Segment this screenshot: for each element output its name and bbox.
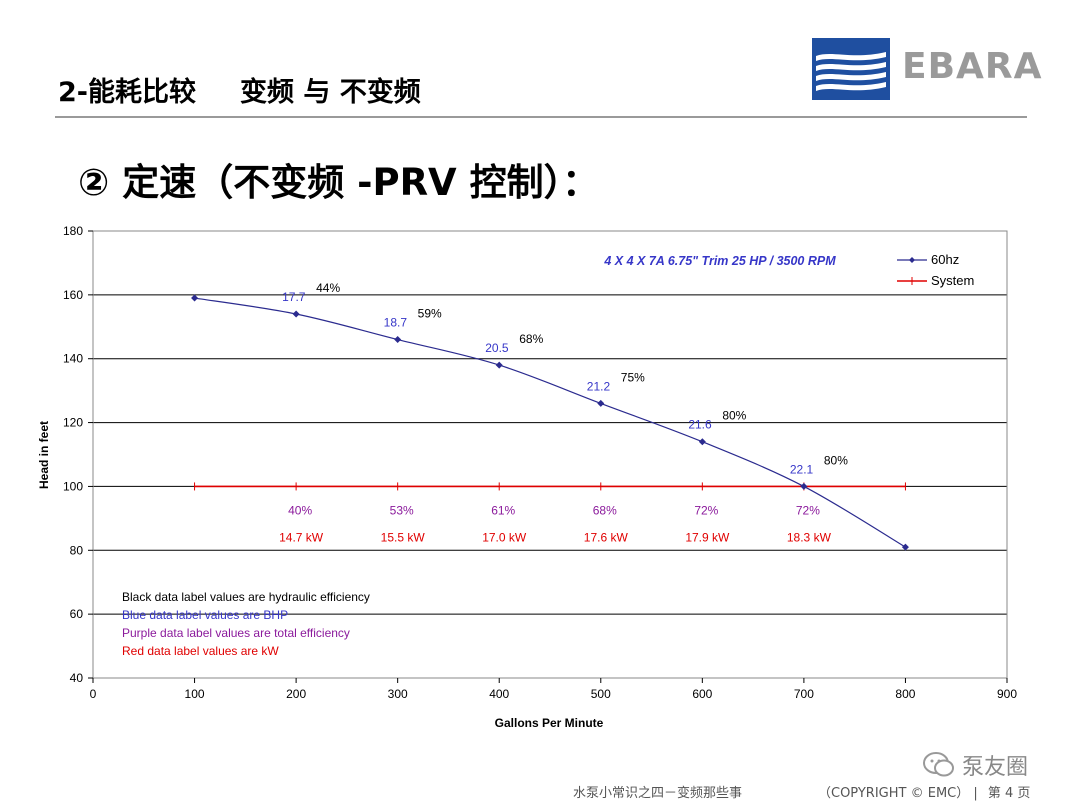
data-labels: 17.7 18.7 20.5 21.2 21.6 22.1 44% 59% 68% 75% 80% 8… (279, 281, 848, 544)
axis-ticks: 40 60 80 100 120 140 160 180 0 100 200 300 400 500 600… (63, 224, 1017, 701)
hydraulic-efficiency-label: 80% (722, 409, 746, 423)
note-kw: Red data label values are kW (122, 644, 279, 658)
footer-course-title: 水泵小常识之四－变频那些事 (573, 786, 743, 801)
section-label: 2-能耗比较 (58, 77, 196, 108)
watermark-text: 泵友圈 (962, 755, 1029, 780)
legend-label-60hz: 60hz (931, 252, 959, 267)
bhp-label: 21.6 (688, 418, 712, 432)
total-efficiency-label: 61% (491, 503, 515, 517)
total-efficiency-label: 40% (288, 503, 312, 517)
hydraulic-efficiency-label: 68% (519, 332, 543, 346)
note-hydraulic-efficiency: Black data label values are hydraulic ef… (122, 590, 370, 604)
y-axis-label: Head in feet (37, 421, 51, 489)
x-tick-label: 600 (692, 687, 712, 701)
y-tick-label: 120 (63, 416, 83, 430)
hydraulic-efficiency-label: 75% (621, 370, 645, 384)
x-axis-label: Gallons Per Minute (495, 716, 604, 730)
footer-info: （COPYRIGHT © EMC） | 第 4 页 (818, 786, 1031, 801)
legend-label-system: System (931, 273, 974, 288)
watermark: 泵友圈 (922, 748, 1028, 782)
legend: 60hz System (897, 252, 974, 288)
section-title: 2-能耗比较 变频 与 不变频 (58, 70, 421, 109)
data-point-60hz (698, 438, 706, 446)
y-tick-label: 40 (70, 671, 84, 685)
hydraulic-efficiency-label: 44% (316, 281, 340, 295)
total-efficiency-label: 53% (390, 503, 414, 517)
y-tick-label: 80 (70, 543, 84, 557)
footer-copyright: （COPYRIGHT © EMC） (818, 786, 970, 801)
data-point-60hz (597, 399, 605, 407)
total-efficiency-label: 72% (694, 503, 718, 517)
kw-label: 14.7 kW (279, 530, 324, 544)
hydraulic-efficiency-label: 59% (418, 307, 442, 321)
y-tick-label: 160 (63, 288, 83, 302)
bhp-label: 20.5 (485, 341, 509, 355)
y-tick-label: 180 (63, 224, 83, 238)
chart-title: 4 X 4 X 7A 6.75" Trim 25 HP / 3500 RPM (603, 254, 836, 268)
note-bhp: Blue data label values are BHP (122, 608, 289, 622)
ebara-logo: EBARA (812, 38, 1041, 100)
hydraulic-efficiency-label: 80% (824, 453, 848, 467)
x-tick-label: 0 (90, 687, 97, 701)
y-tick-label: 60 (70, 607, 84, 621)
kw-label: 18.3 kW (787, 530, 832, 544)
bhp-label: 21.2 (587, 379, 611, 393)
grid (93, 294, 1007, 615)
data-point-60hz (901, 543, 909, 551)
header-divider (55, 116, 1027, 118)
kw-label: 17.6 kW (584, 530, 629, 544)
total-efficiency-label: 68% (593, 503, 617, 517)
plot-area-frame (92, 230, 1008, 679)
ebara-logo-text: EBARA (902, 46, 1043, 87)
wechat-icon (923, 752, 954, 777)
series-line-60hz (194, 297, 906, 548)
data-point-60hz (191, 294, 199, 302)
kw-label: 17.9 kW (685, 530, 730, 544)
data-point-60hz (495, 361, 503, 369)
data-point-60hz (800, 482, 808, 490)
bhp-label: 22.1 (790, 462, 814, 476)
total-efficiency-label: 72% (796, 503, 820, 517)
x-tick-label: 800 (895, 687, 915, 701)
data-point-60hz (394, 336, 402, 344)
x-tick-label: 300 (388, 687, 408, 701)
y-tick-label: 100 (63, 479, 83, 493)
y-tick-label: 140 (63, 352, 83, 366)
x-tick-label: 700 (794, 687, 814, 701)
kw-label: 17.0 kW (482, 530, 527, 544)
bhp-label: 18.7 (384, 316, 408, 330)
note-total-efficiency: Purple data label values are total effic… (122, 626, 350, 640)
x-tick-label: 500 (591, 687, 611, 701)
x-tick-label: 400 (489, 687, 509, 701)
x-tick-label: 100 (185, 687, 205, 701)
slide-heading: ② 定速（不变频 -PRV 控制）： (78, 161, 600, 204)
bhp-label: 17.7 (282, 290, 306, 304)
series (191, 294, 909, 551)
x-tick-label: 200 (286, 687, 306, 701)
pump-curve-chart: 40 60 80 100 120 140 160 180 0 100 200 300 400 500 600… (37, 224, 1017, 730)
section-subtitle: 变频 与 不变频 (240, 77, 421, 108)
legend-marker-60hz (909, 257, 915, 263)
data-point-60hz (292, 310, 300, 318)
kw-label: 15.5 kW (381, 530, 426, 544)
ebara-logo-mark (812, 38, 890, 100)
x-tick-label: 900 (997, 687, 1017, 701)
page-number: 第 4 页 (987, 786, 1031, 801)
